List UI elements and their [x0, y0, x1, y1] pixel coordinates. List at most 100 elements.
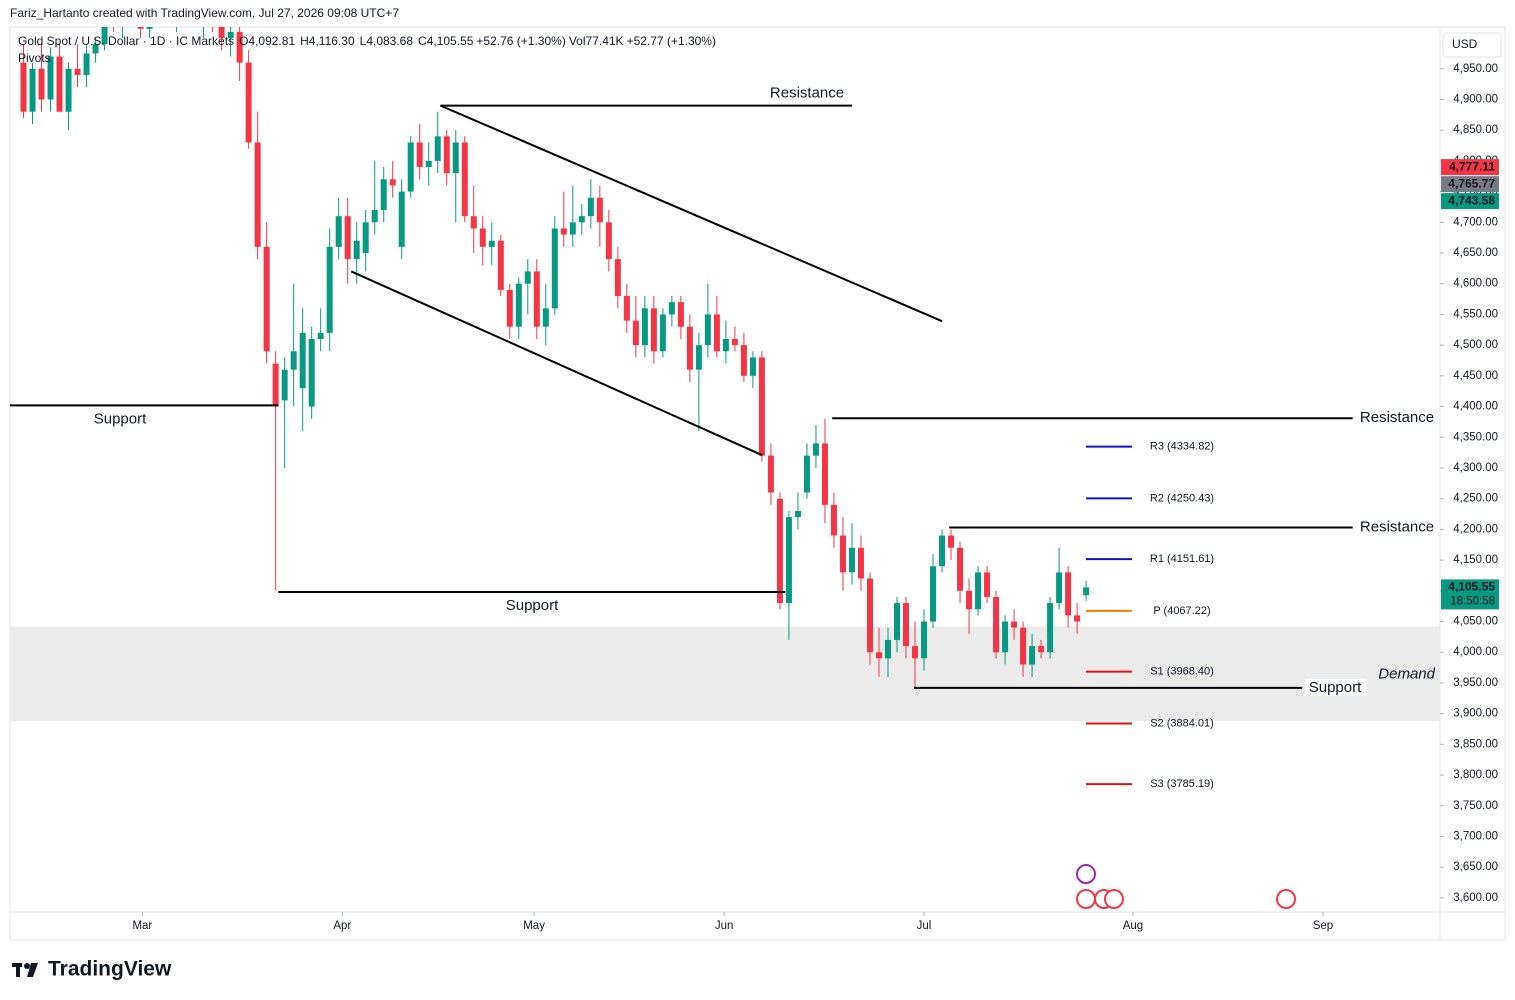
candle-body — [785, 517, 792, 604]
candle-body — [677, 302, 684, 327]
header: Fariz_Hartanto created with TradingView.… — [10, 6, 399, 20]
pivot-label: R2 (4250.43) — [1150, 492, 1214, 504]
candle-body — [111, 20, 117, 26]
y-tick-label: 3,950.00 — [1453, 677, 1498, 689]
candle-body — [668, 302, 675, 315]
candle-body — [20, 62, 27, 112]
candle-body — [921, 621, 928, 659]
candle-body — [722, 338, 729, 352]
level-label: Resistance — [1360, 519, 1434, 536]
candle-body — [389, 179, 396, 186]
candle-body — [939, 535, 946, 567]
candle-body — [884, 639, 891, 659]
y-tick-label: 4,250.00 — [1453, 493, 1498, 505]
candle-body — [317, 332, 324, 339]
candle-body — [713, 314, 720, 352]
candle-body — [263, 246, 270, 352]
candle-body — [101, 27, 108, 45]
candle-body — [1074, 615, 1081, 622]
y-tick-label: 3,750.00 — [1453, 800, 1498, 812]
candle-body — [587, 197, 594, 217]
candle-body — [975, 572, 982, 610]
candle-body — [749, 357, 756, 376]
candle-body — [371, 210, 378, 223]
candle-body — [1011, 621, 1018, 628]
candle-body — [948, 535, 955, 548]
candle-body — [398, 191, 405, 247]
level-label: Resistance — [770, 85, 844, 102]
price-tag — [1441, 579, 1499, 610]
candle-body — [65, 68, 72, 112]
candle-body — [686, 326, 693, 370]
candle-body — [1038, 646, 1045, 653]
candle-body — [1020, 627, 1027, 665]
candle-body — [290, 351, 297, 370]
candle-body — [488, 240, 495, 247]
candle-body — [893, 603, 900, 640]
candle-body — [1002, 621, 1009, 653]
candle-body — [353, 240, 360, 260]
candle-body — [308, 338, 315, 407]
candle-body — [1056, 572, 1063, 604]
currency-box[interactable] — [1442, 32, 1502, 58]
candle-body — [650, 308, 657, 352]
candle-body — [821, 443, 828, 505]
candle-body — [74, 68, 81, 75]
candle-body — [830, 504, 837, 536]
ohlc-value: 4,083.68 — [366, 34, 413, 48]
candle-body — [515, 283, 522, 327]
y-tick-label: 4,050.00 — [1453, 616, 1498, 628]
candle-body — [380, 179, 387, 211]
candle-body — [912, 646, 919, 659]
demand-zone — [10, 626, 1440, 721]
y-tick-label: 3,700.00 — [1453, 830, 1498, 842]
candle-body — [434, 136, 441, 161]
candle-body — [839, 535, 846, 573]
candle-body — [1065, 572, 1072, 616]
candle-body — [659, 314, 666, 352]
indicator: Pivots — [18, 51, 51, 65]
candle-body — [362, 222, 369, 254]
trendline — [350, 270, 763, 456]
candle-body — [1083, 587, 1090, 596]
price-tag — [1441, 193, 1499, 210]
candle-body — [578, 216, 585, 223]
trendline — [440, 104, 943, 323]
candle-body — [146, 27, 153, 29]
candle-body — [227, 31, 234, 39]
ohlc-key: O — [239, 34, 248, 48]
level-label: Resistance — [1360, 409, 1434, 426]
candle-body — [623, 296, 630, 321]
y-tick-label: 3,850.00 — [1453, 738, 1498, 750]
candle-body — [966, 590, 973, 610]
candle-body — [137, 27, 144, 29]
candle-body — [299, 332, 306, 389]
price-tag-label: 4,105.55 — [1448, 580, 1495, 594]
y-tick-label: 4,450.00 — [1453, 370, 1498, 382]
y-tick-label: 4,850.00 — [1453, 124, 1498, 136]
price-tag-label: 4,765.77 — [1448, 176, 1495, 190]
currency: USD — [1452, 37, 1478, 51]
candle-body — [452, 142, 459, 174]
ohlc-value: 4,092.81 — [248, 34, 295, 48]
candle-body — [848, 547, 855, 573]
candle-body — [560, 228, 567, 235]
candle-body — [641, 308, 648, 346]
label-bg — [1355, 409, 1439, 427]
candle-body — [731, 338, 738, 346]
x-tick-label: Apr — [333, 920, 351, 932]
candle-body — [470, 216, 477, 229]
pivot-label: P (4067.22) — [1153, 605, 1210, 617]
ohlc-value: 4,116.30 — [309, 34, 355, 48]
candle-body — [56, 56, 63, 112]
y-tick-label: 4,350.00 — [1453, 431, 1498, 443]
candle-body — [425, 160, 432, 168]
candle-body — [326, 246, 333, 333]
pivot-label: R3 (4334.82) — [1150, 440, 1214, 452]
y-tick-label: 3,600.00 — [1453, 892, 1498, 904]
candle-body — [704, 314, 711, 346]
ohlc-key: H — [300, 34, 309, 48]
event-icons — [1076, 864, 1296, 909]
candle-body — [695, 345, 702, 370]
